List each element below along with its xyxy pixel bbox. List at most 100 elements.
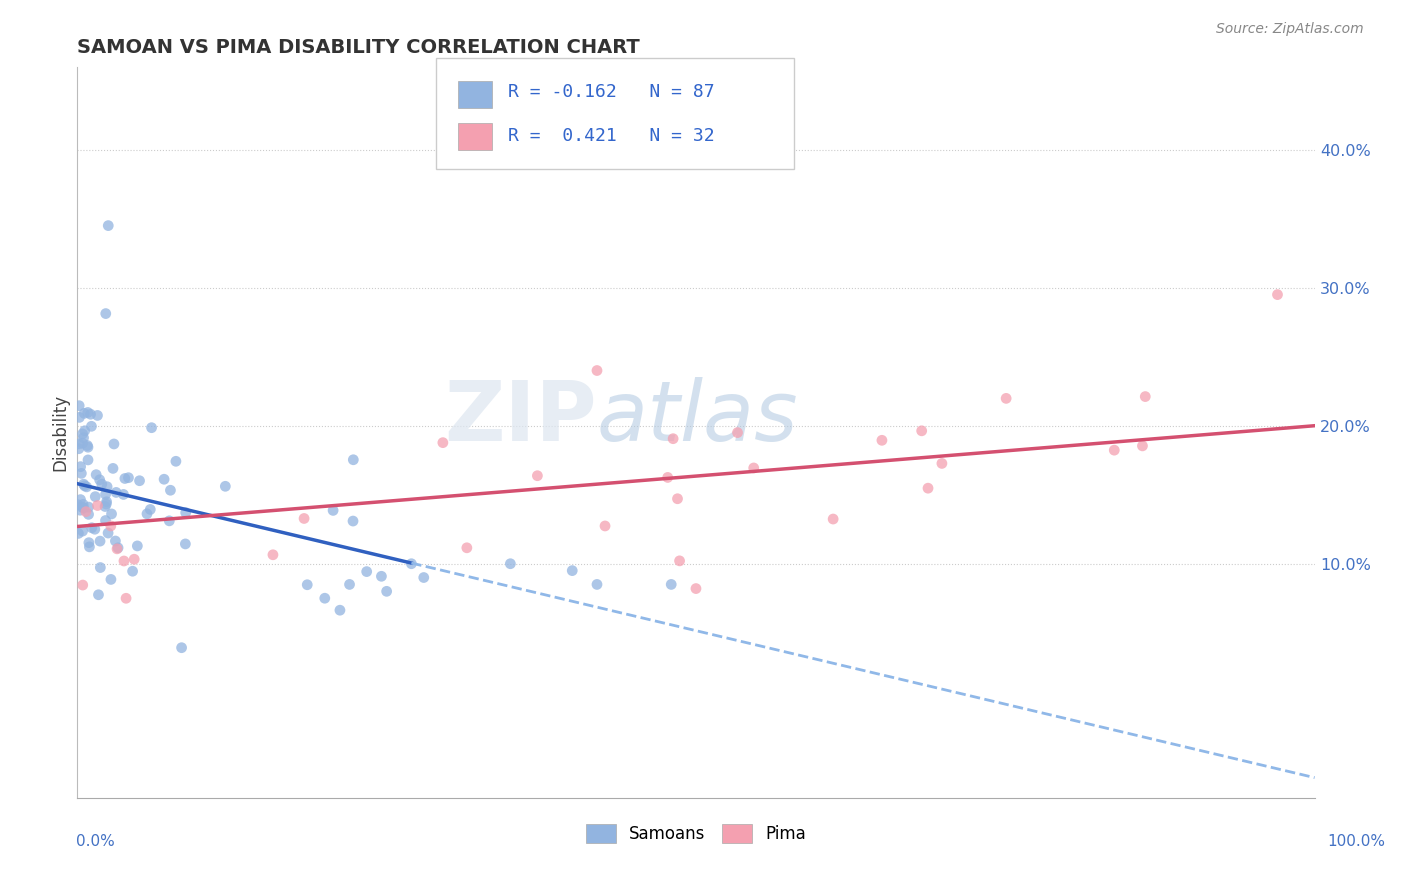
Point bbox=[727, 425, 749, 440]
Point bbox=[456, 541, 478, 555]
Point bbox=[73, 406, 96, 420]
Point bbox=[322, 503, 344, 517]
Point bbox=[75, 505, 97, 519]
Point bbox=[174, 537, 197, 551]
Point bbox=[79, 540, 101, 554]
Point bbox=[122, 552, 145, 566]
Point bbox=[128, 474, 150, 488]
Point bbox=[94, 514, 117, 528]
Point bbox=[83, 522, 105, 536]
Point bbox=[292, 511, 315, 525]
Point bbox=[666, 491, 689, 506]
Legend: Samoans, Pima: Samoans, Pima bbox=[579, 817, 813, 850]
Text: atlas: atlas bbox=[598, 377, 799, 458]
Point bbox=[97, 526, 120, 541]
Point bbox=[329, 603, 352, 617]
Point bbox=[96, 495, 118, 509]
Point bbox=[72, 578, 94, 592]
Point bbox=[127, 539, 149, 553]
Text: 0.0%: 0.0% bbox=[76, 834, 115, 848]
Point bbox=[76, 438, 98, 452]
Point bbox=[174, 506, 197, 520]
Text: 100.0%: 100.0% bbox=[1327, 834, 1386, 848]
Point bbox=[586, 577, 609, 591]
Point bbox=[593, 519, 616, 533]
Point bbox=[659, 577, 682, 591]
Point bbox=[342, 452, 364, 467]
Point bbox=[561, 564, 583, 578]
Point bbox=[69, 503, 91, 517]
Point bbox=[121, 564, 143, 578]
Point bbox=[499, 557, 522, 571]
Point bbox=[662, 432, 685, 446]
Point bbox=[80, 521, 103, 535]
Point bbox=[668, 554, 690, 568]
Point bbox=[73, 424, 96, 438]
Point bbox=[67, 410, 90, 425]
Y-axis label: Disability: Disability bbox=[51, 394, 69, 471]
Point bbox=[94, 307, 117, 321]
Text: SAMOAN VS PIMA DISABILITY CORRELATION CHART: SAMOAN VS PIMA DISABILITY CORRELATION CH… bbox=[77, 38, 640, 57]
Point bbox=[412, 570, 434, 584]
Point bbox=[153, 472, 176, 486]
Point bbox=[89, 473, 111, 487]
Text: ZIP: ZIP bbox=[444, 377, 598, 458]
Point bbox=[100, 507, 122, 521]
Point bbox=[72, 500, 94, 515]
Point bbox=[297, 578, 319, 592]
Point bbox=[94, 500, 117, 514]
Point bbox=[67, 442, 90, 456]
Point bbox=[77, 440, 100, 454]
Point bbox=[79, 407, 101, 421]
Point bbox=[112, 554, 135, 568]
Point bbox=[72, 436, 94, 450]
Point bbox=[80, 419, 103, 434]
Point bbox=[97, 219, 120, 233]
Point bbox=[96, 480, 118, 494]
Text: Source: ZipAtlas.com: Source: ZipAtlas.com bbox=[1216, 22, 1364, 37]
Point bbox=[77, 508, 100, 522]
Point bbox=[77, 453, 100, 467]
Text: R = -0.162   N = 87: R = -0.162 N = 87 bbox=[508, 83, 714, 101]
Text: R =  0.421   N = 32: R = 0.421 N = 32 bbox=[508, 127, 714, 145]
Point bbox=[112, 487, 135, 501]
Point bbox=[77, 500, 100, 514]
Point bbox=[67, 526, 90, 541]
Point bbox=[66, 498, 89, 512]
Point bbox=[870, 434, 893, 448]
Point bbox=[105, 541, 128, 556]
Point bbox=[931, 457, 953, 471]
Point bbox=[72, 524, 94, 538]
Point bbox=[86, 499, 108, 513]
Point bbox=[657, 470, 679, 484]
Point bbox=[107, 541, 129, 555]
Point bbox=[917, 481, 939, 495]
Point bbox=[84, 467, 107, 482]
Point bbox=[67, 437, 90, 451]
Point bbox=[685, 582, 707, 596]
Point bbox=[69, 492, 91, 507]
Point bbox=[1104, 443, 1126, 458]
Point bbox=[370, 569, 392, 583]
Point bbox=[87, 588, 110, 602]
Point bbox=[823, 512, 845, 526]
Point bbox=[115, 591, 138, 606]
Point bbox=[401, 557, 423, 571]
Point bbox=[995, 392, 1018, 406]
Point bbox=[84, 490, 107, 504]
Point bbox=[67, 399, 90, 413]
Point bbox=[100, 519, 122, 533]
Point bbox=[72, 426, 94, 441]
Point bbox=[86, 409, 108, 423]
Point bbox=[911, 424, 934, 438]
Point bbox=[314, 591, 336, 606]
Point bbox=[103, 437, 125, 451]
Point bbox=[72, 497, 94, 511]
Point bbox=[1135, 390, 1157, 404]
Point bbox=[104, 534, 127, 549]
Point bbox=[117, 471, 139, 485]
Point bbox=[89, 534, 111, 549]
Point bbox=[262, 548, 284, 562]
Point bbox=[72, 431, 94, 445]
Point bbox=[586, 363, 609, 377]
